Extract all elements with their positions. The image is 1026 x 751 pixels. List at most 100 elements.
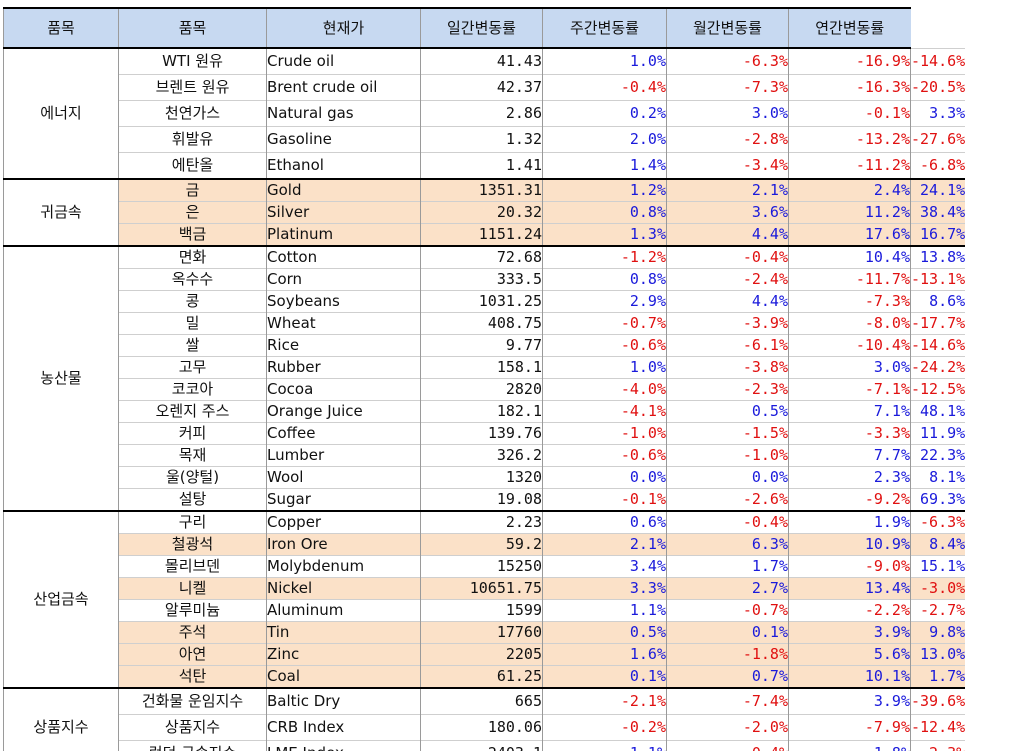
weekly-change-cell[interactable]: -0.4% (666, 510, 789, 534)
yearly-change-cell[interactable]: -20.5% (910, 74, 966, 101)
weekly-change-cell[interactable]: -3.9% (666, 312, 789, 335)
yearly-change-cell[interactable]: -12.4% (910, 714, 966, 741)
monthly-change-cell[interactable]: 3.0% (788, 356, 911, 379)
daily-change-cell[interactable]: 1.2% (542, 178, 667, 202)
item-english-cell[interactable]: Crude oil (266, 47, 421, 75)
monthly-change-cell[interactable]: -9.2% (788, 488, 911, 511)
weekly-change-cell[interactable]: -2.4% (666, 268, 789, 291)
yearly-change-cell[interactable]: 13.8% (910, 245, 966, 269)
item-english-cell[interactable]: Nickel (266, 577, 421, 600)
item-english-cell[interactable]: Lumber (266, 444, 421, 467)
item-korean-cell[interactable]: WTI 원유 (118, 47, 267, 75)
yearly-change-cell[interactable]: 1.7% (910, 665, 966, 688)
item-english-cell[interactable]: Gold (266, 178, 421, 202)
monthly-change-cell[interactable]: -11.7% (788, 268, 911, 291)
item-korean-cell[interactable]: 니켈 (118, 577, 267, 600)
yearly-change-cell[interactable]: -17.7% (910, 312, 966, 335)
weekly-change-cell[interactable]: -6.3% (666, 47, 789, 75)
item-korean-cell[interactable]: 커피 (118, 422, 267, 445)
price-cell[interactable]: 139.76 (420, 422, 543, 445)
yearly-change-cell[interactable]: -39.6% (910, 687, 966, 715)
monthly-change-cell[interactable]: -16.3% (788, 74, 911, 101)
weekly-change-cell[interactable]: 4.4% (666, 290, 789, 313)
daily-change-cell[interactable]: -0.7% (542, 312, 667, 335)
daily-change-cell[interactable]: -2.1% (542, 687, 667, 715)
item-korean-cell[interactable]: 상품지수 (118, 714, 267, 741)
item-korean-cell[interactable]: 옥수수 (118, 268, 267, 291)
yearly-change-cell[interactable]: -27.6% (910, 126, 966, 153)
item-korean-cell[interactable]: 에탄올 (118, 152, 267, 179)
monthly-change-cell[interactable]: 1.8% (788, 740, 911, 751)
item-korean-cell[interactable]: 울(양털) (118, 466, 267, 489)
price-cell[interactable]: 61.25 (420, 665, 543, 688)
weekly-change-cell[interactable]: 0.1% (666, 621, 789, 644)
weekly-change-cell[interactable]: 3.0% (666, 100, 789, 127)
yearly-change-cell[interactable]: 13.0% (910, 643, 966, 666)
item-korean-cell[interactable]: 목재 (118, 444, 267, 467)
price-cell[interactable]: 2.23 (420, 510, 543, 534)
item-english-cell[interactable]: Corn (266, 268, 421, 291)
yearly-change-cell[interactable]: 11.9% (910, 422, 966, 445)
item-korean-cell[interactable]: 철광석 (118, 533, 267, 556)
daily-change-cell[interactable]: 1.6% (542, 643, 667, 666)
item-english-cell[interactable]: Ethanol (266, 152, 421, 179)
weekly-change-cell[interactable]: -2.3% (666, 378, 789, 401)
monthly-change-cell[interactable]: 10.4% (788, 245, 911, 269)
monthly-change-cell[interactable]: 13.4% (788, 577, 911, 600)
weekly-change-cell[interactable]: -2.0% (666, 714, 789, 741)
monthly-change-cell[interactable]: -7.9% (788, 714, 911, 741)
price-cell[interactable]: 1320 (420, 466, 543, 489)
monthly-change-cell[interactable]: -13.2% (788, 126, 911, 153)
price-cell[interactable]: 2.86 (420, 100, 543, 127)
item-korean-cell[interactable]: 밀 (118, 312, 267, 335)
daily-change-cell[interactable]: -1.2% (542, 245, 667, 269)
header-weekly-change[interactable]: 주간변동률 (542, 7, 667, 49)
monthly-change-cell[interactable]: -9.0% (788, 555, 911, 578)
monthly-change-cell[interactable]: 2.4% (788, 178, 911, 202)
item-korean-cell[interactable]: 고무 (118, 356, 267, 379)
item-english-cell[interactable]: Molybdenum (266, 555, 421, 578)
item-korean-cell[interactable]: 오렌지 주스 (118, 400, 267, 423)
item-english-cell[interactable]: Tin (266, 621, 421, 644)
weekly-change-cell[interactable]: -1.5% (666, 422, 789, 445)
item-english-cell[interactable]: Rubber (266, 356, 421, 379)
yearly-change-cell[interactable]: -6.3% (910, 510, 966, 534)
yearly-change-cell[interactable]: 48.1% (910, 400, 966, 423)
price-cell[interactable]: 333.5 (420, 268, 543, 291)
monthly-change-cell[interactable]: -16.9% (788, 47, 911, 75)
header-item[interactable]: 품목 (118, 7, 267, 49)
daily-change-cell[interactable]: 1.1% (542, 740, 667, 751)
daily-change-cell[interactable]: 0.2% (542, 100, 667, 127)
yearly-change-cell[interactable]: 15.1% (910, 555, 966, 578)
item-korean-cell[interactable]: 석탄 (118, 665, 267, 688)
price-cell[interactable]: 2403.1 (420, 740, 543, 751)
item-korean-cell[interactable]: 몰리브덴 (118, 555, 267, 578)
price-cell[interactable]: 158.1 (420, 356, 543, 379)
daily-change-cell[interactable]: 1.3% (542, 223, 667, 246)
price-cell[interactable]: 180.06 (420, 714, 543, 741)
yearly-change-cell[interactable]: 22.3% (910, 444, 966, 467)
yearly-change-cell[interactable]: -6.8% (910, 152, 966, 179)
yearly-change-cell[interactable]: 16.7% (910, 223, 966, 246)
daily-change-cell[interactable]: -0.1% (542, 488, 667, 511)
item-english-cell[interactable]: Sugar (266, 488, 421, 511)
daily-change-cell[interactable]: 0.1% (542, 665, 667, 688)
daily-change-cell[interactable]: 2.0% (542, 126, 667, 153)
monthly-change-cell[interactable]: -7.1% (788, 378, 911, 401)
item-english-cell[interactable]: Orange Juice (266, 400, 421, 423)
price-cell[interactable]: 326.2 (420, 444, 543, 467)
item-korean-cell[interactable]: 코코아 (118, 378, 267, 401)
weekly-change-cell[interactable]: -3.8% (666, 356, 789, 379)
price-cell[interactable]: 10651.75 (420, 577, 543, 600)
item-english-cell[interactable]: CRB Index (266, 714, 421, 741)
item-english-cell[interactable]: Baltic Dry (266, 687, 421, 715)
weekly-change-cell[interactable]: -7.3% (666, 74, 789, 101)
item-english-cell[interactable]: Wool (266, 466, 421, 489)
daily-change-cell[interactable]: -0.6% (542, 334, 667, 357)
weekly-change-cell[interactable]: 4.4% (666, 223, 789, 246)
price-cell[interactable]: 42.37 (420, 74, 543, 101)
daily-change-cell[interactable]: 3.3% (542, 577, 667, 600)
yearly-change-cell[interactable]: -24.2% (910, 356, 966, 379)
item-english-cell[interactable]: Aluminum (266, 599, 421, 622)
monthly-change-cell[interactable]: -8.0% (788, 312, 911, 335)
